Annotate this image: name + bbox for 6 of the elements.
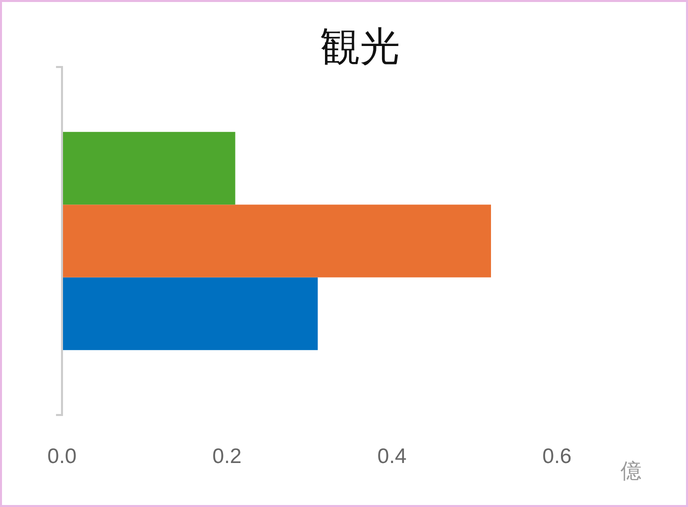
x-tick-label: 0.4 — [377, 445, 407, 468]
x-tick-label: 0.2 — [212, 445, 242, 468]
x-axis-title: 億 — [620, 460, 642, 483]
chart-title: 観光 — [320, 25, 400, 69]
x-tick-label: 0.6 — [542, 445, 572, 468]
x-tick-label: 0.0 — [47, 445, 77, 468]
